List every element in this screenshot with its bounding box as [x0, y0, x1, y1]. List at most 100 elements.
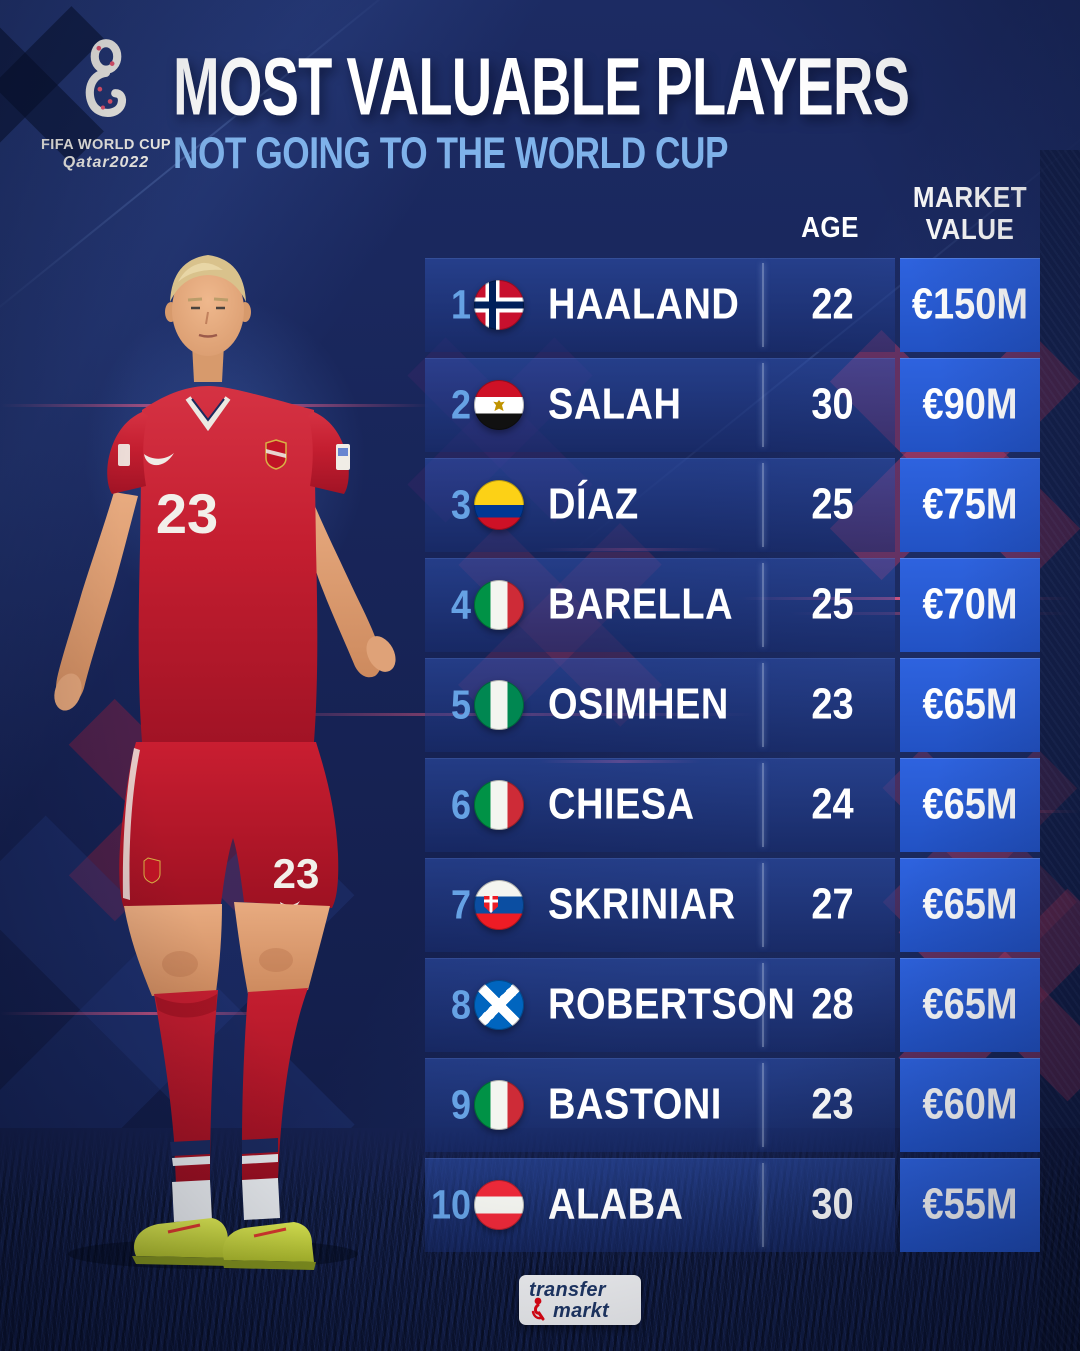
- market-value-cell: €65M: [900, 858, 1040, 952]
- colombia-flag-icon: [474, 480, 524, 530]
- shorts-crest-icon: [143, 857, 161, 884]
- market-value-cell: €55M: [900, 1158, 1040, 1252]
- column-divider: [762, 1163, 764, 1247]
- age-value: 30: [811, 380, 854, 429]
- player-row-box: 3 DÍAZ 25: [425, 458, 895, 552]
- rank-label: 10: [430, 1181, 471, 1228]
- player-row: 6 CHIESA 24 €65M: [425, 758, 1040, 852]
- market-value-label: €75M: [922, 480, 1018, 529]
- player-name: OSIMHEN: [548, 680, 729, 729]
- rank-label: 6: [450, 781, 471, 828]
- market-value-label: €65M: [922, 880, 1018, 929]
- left-boot: [134, 1218, 230, 1258]
- player-row-box: 1 HAALAND 22: [425, 258, 895, 352]
- rank-label: 1: [450, 281, 471, 328]
- rank-label: 4: [450, 581, 471, 628]
- right-edge-strip: [1040, 150, 1080, 1351]
- market-value-label: €65M: [922, 780, 1018, 829]
- market-value-cell: €75M: [900, 458, 1040, 552]
- market-value-cell: €65M: [900, 758, 1040, 852]
- age-value: 25: [811, 480, 854, 529]
- player-row-box: 7 SKRINIAR 27: [425, 858, 895, 952]
- transfermarkt-logo: transfer markt: [519, 1275, 641, 1325]
- market-value-label: €65M: [922, 980, 1018, 1029]
- italy-flag-icon: [474, 580, 524, 630]
- rank-label: 7: [450, 881, 471, 928]
- player-head: [165, 255, 251, 382]
- market-value-label: €65M: [922, 680, 1018, 729]
- player-row: 8 ROBERTSON 28 €65M: [425, 958, 1040, 1052]
- market-value-cell: €65M: [900, 958, 1040, 1052]
- player-photo: 23 23: [54, 255, 396, 1270]
- market-value-label: €55M: [922, 1180, 1018, 1229]
- market-value-cell: €70M: [900, 558, 1040, 652]
- sleeve-patch-icon: [118, 444, 130, 466]
- fifa-logo-text: FIFA WORLD CUP: [41, 137, 171, 153]
- page-subtitle-text: NOT GOING TO THE WORLD CUP: [173, 128, 729, 179]
- page-title-text: MOST VALUABLE PLAYERS: [173, 41, 910, 132]
- rank-label: 5: [450, 681, 471, 728]
- column-divider: [762, 763, 764, 847]
- qatar-2022-text: Qatar2022: [62, 154, 150, 171]
- market-value-cell: €90M: [900, 358, 1040, 452]
- player-name: ROBERTSON: [548, 980, 796, 1029]
- market-value-column-header-line2: VALUE: [925, 212, 1015, 246]
- market-value-label: €60M: [922, 1080, 1018, 1129]
- column-divider: [762, 963, 764, 1047]
- player-row-box: 8 ROBERTSON 28: [425, 958, 895, 1052]
- column-divider: [762, 663, 764, 747]
- slovakia-flag-icon: [474, 880, 524, 930]
- page-subtitle: NOT GOING TO THE WORLD CUP: [173, 131, 804, 176]
- player-row-box: 5 OSIMHEN 23: [425, 658, 895, 752]
- player-row: 5 OSIMHEN 23 €65M: [425, 658, 1040, 752]
- rank-label: 8: [450, 981, 471, 1028]
- player-row-box: 10 ALABA 30: [425, 1158, 895, 1252]
- player-row: 7 SKRINIAR 27 €65M: [425, 858, 1040, 952]
- italy-flag-icon: [474, 1080, 524, 1130]
- shorts-stripe: [122, 748, 140, 900]
- rank-label: 2: [450, 381, 471, 428]
- italy-flag-icon: [474, 780, 524, 830]
- age-value: 27: [811, 880, 854, 929]
- right-boot: [222, 1222, 314, 1262]
- qatar-2022-emblem-icon: [85, 39, 127, 117]
- austria-flag-icon: [474, 1180, 524, 1230]
- player-name: HAALAND: [548, 280, 740, 329]
- player-row: 9 BASTONI 23 €60M: [425, 1058, 1040, 1152]
- legs: [124, 902, 330, 996]
- player-row-box: 6 CHIESA 24: [425, 758, 895, 852]
- norway-flag-icon: [474, 280, 524, 330]
- player-row: 1 HAALAND 22 €150M: [425, 258, 1040, 352]
- column-divider: [762, 863, 764, 947]
- player-name: BARELLA: [548, 580, 734, 629]
- age-value: 22: [811, 280, 854, 329]
- nigeria-flag-icon: [474, 680, 524, 730]
- egypt-flag-icon: [474, 380, 524, 430]
- shorts: 23: [119, 742, 339, 909]
- column-divider: [762, 463, 764, 547]
- player-name: ALABA: [548, 1180, 684, 1229]
- column-divider: [762, 563, 764, 647]
- player-name: BASTONI: [548, 1080, 722, 1129]
- age-value: 23: [811, 680, 854, 729]
- blond-hair: [170, 255, 246, 302]
- age-column-header: AGE: [801, 210, 859, 244]
- market-value-cell: €60M: [900, 1058, 1040, 1152]
- market-value-label: €70M: [922, 580, 1018, 629]
- player-name: DÍAZ: [548, 480, 639, 529]
- socks: [154, 988, 308, 1222]
- player-row-box: 4 BARELLA 25: [425, 558, 895, 652]
- market-value-label: €150M: [911, 280, 1029, 329]
- shorts-number: 23: [273, 850, 320, 897]
- market-value-cell: €150M: [900, 258, 1040, 352]
- age-value: 24: [811, 780, 854, 829]
- market-value-label: €90M: [922, 380, 1018, 429]
- column-divider: [762, 363, 764, 447]
- age-value: 30: [811, 1180, 854, 1229]
- nike-swoosh-icon: [144, 453, 174, 466]
- column-divider: [762, 263, 764, 347]
- market-value-column-header-line1: MARKET: [912, 180, 1028, 214]
- chest-number: 23: [156, 482, 218, 545]
- jersey: 23: [107, 386, 350, 742]
